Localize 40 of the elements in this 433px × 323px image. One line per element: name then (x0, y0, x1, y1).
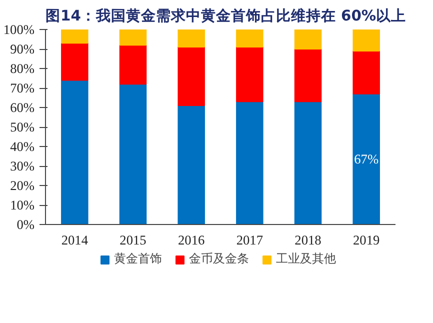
bar (119, 30, 147, 46)
legend-label: 黄金首饰 (114, 250, 162, 268)
x-tick-label: 2015 (120, 232, 147, 248)
y-tick-label: 80% (10, 61, 35, 76)
y-tick-label: 60% (10, 100, 35, 115)
bar (61, 42, 88, 81)
x-tick-label: 2014 (61, 232, 88, 248)
bar (178, 46, 205, 106)
y-tick-label: 50% (10, 120, 35, 134)
x-tick-label: 2016 (178, 232, 205, 248)
x-tick-label: 2017 (236, 232, 264, 248)
bar (178, 105, 205, 224)
y-tick-label: 30% (10, 158, 35, 174)
bar (294, 48, 322, 102)
bar (236, 101, 264, 224)
bar (61, 80, 88, 224)
bar (178, 30, 205, 48)
bar (294, 101, 322, 224)
x-tick-label: 2018 (294, 232, 322, 248)
y-tick-label: 40% (10, 139, 35, 154)
bar (294, 30, 322, 50)
bar (236, 46, 264, 102)
chart-title: 图14：我国黄金需求中黄金首饰占比维持在 60%以上 (46, 6, 406, 24)
bar (352, 50, 380, 94)
y-tick-label: 70% (10, 80, 35, 96)
bar (236, 30, 264, 48)
x-tick-label: 2019 (353, 232, 380, 248)
bar (119, 84, 147, 224)
bar (119, 44, 147, 85)
y-tick-label: 10% (10, 198, 35, 212)
y-tick-label: 0% (16, 217, 35, 232)
y-tick-label: 90% (10, 42, 35, 56)
bar (352, 30, 380, 52)
data-label: 67% (354, 152, 379, 167)
y-tick-label: 20% (10, 178, 35, 193)
bar (61, 30, 88, 44)
y-tick-label: 100% (3, 22, 35, 37)
bar (352, 93, 380, 224)
legend-label: 工业及其他 (276, 250, 336, 268)
legend-label: 金币及金条 (189, 250, 249, 268)
